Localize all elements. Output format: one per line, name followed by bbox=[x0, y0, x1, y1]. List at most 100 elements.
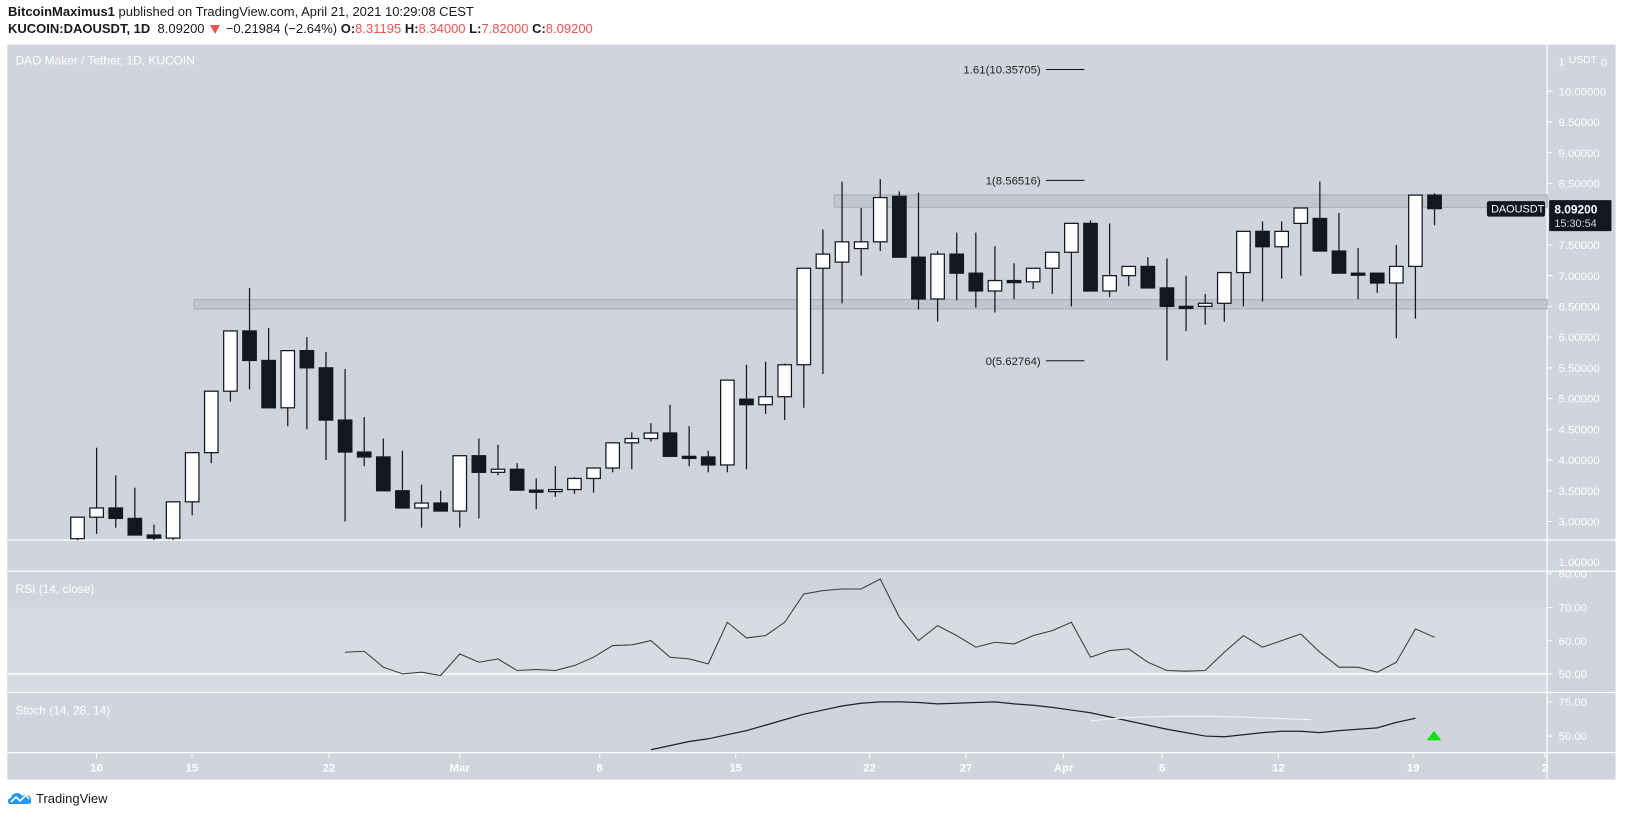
bear-candle[interactable] bbox=[146, 534, 162, 539]
bear-candle[interactable] bbox=[509, 468, 525, 491]
bull-candle[interactable] bbox=[1102, 275, 1117, 292]
bear-candle[interactable] bbox=[433, 502, 449, 512]
bear-candle[interactable] bbox=[318, 367, 334, 421]
bear-candle[interactable] bbox=[1006, 279, 1022, 284]
bull-candle[interactable] bbox=[1388, 265, 1404, 284]
bull-candle[interactable] bbox=[1064, 222, 1079, 253]
stoch-tick-label: 50.00 bbox=[1559, 731, 1588, 743]
bear-candle[interactable] bbox=[911, 256, 926, 300]
tradingview-logo[interactable]: TradingView bbox=[8, 790, 108, 806]
main-pane-legend[interactable]: DAO Maker / Tether, 1D, KUCOIN bbox=[16, 53, 195, 67]
bear-candle[interactable] bbox=[1140, 265, 1156, 289]
bull-candle[interactable] bbox=[853, 241, 869, 250]
bull-candle[interactable] bbox=[1293, 207, 1309, 225]
price-axis[interactable]: 10.00000 9.50000 9.00000 8.50000 7.50000 7.00… bbox=[1486, 55, 1612, 743]
time-tick-label: 15 bbox=[729, 762, 742, 774]
bear-candle[interactable] bbox=[299, 349, 315, 369]
bull-candle[interactable] bbox=[70, 516, 85, 540]
bull-candle[interactable] bbox=[1236, 230, 1251, 274]
bull-candle[interactable] bbox=[758, 396, 773, 406]
bear-candle[interactable] bbox=[1369, 272, 1385, 284]
rsi-tick-label: 70.00 bbox=[1559, 603, 1588, 615]
bull-candle[interactable] bbox=[223, 330, 238, 392]
bear-candle[interactable] bbox=[395, 490, 410, 509]
bull-candle[interactable] bbox=[184, 452, 200, 503]
bear-candle[interactable] bbox=[1083, 222, 1098, 292]
resistance-zone[interactable] bbox=[833, 194, 1548, 208]
bear-candle[interactable] bbox=[528, 489, 544, 493]
bull-candle[interactable] bbox=[1025, 267, 1041, 283]
bear-candle[interactable] bbox=[375, 456, 391, 492]
bear-candle[interactable] bbox=[968, 272, 984, 292]
bear-candle[interactable] bbox=[739, 398, 754, 406]
rsi-pane-legend[interactable]: RSI (14, close) bbox=[16, 582, 95, 596]
bull-candle[interactable] bbox=[1121, 265, 1137, 277]
bull-candle[interactable] bbox=[414, 502, 429, 509]
bull-candle[interactable] bbox=[452, 455, 468, 512]
bull-candle[interactable] bbox=[624, 437, 640, 444]
support-zone[interactable] bbox=[193, 299, 1548, 310]
bear-candle[interactable] bbox=[662, 432, 678, 457]
bull-candle[interactable] bbox=[203, 390, 219, 454]
bull-candle[interactable] bbox=[1274, 230, 1290, 248]
bull-candle[interactable] bbox=[1044, 251, 1060, 269]
bear-candle[interactable] bbox=[949, 253, 965, 274]
bull-candle[interactable] bbox=[777, 364, 793, 398]
bull-candle[interactable] bbox=[796, 267, 812, 366]
price-tick-label: 9.50000 bbox=[1559, 117, 1600, 129]
bull-candle[interactable] bbox=[605, 442, 621, 469]
time-tick-label: 2 bbox=[1542, 762, 1548, 774]
bear-candle[interactable] bbox=[127, 517, 143, 536]
fib-extension[interactable]: 1.61(10.35705) 1(8.56516) 0(5.62764) bbox=[963, 65, 1085, 368]
bear-candle[interactable] bbox=[1331, 250, 1347, 274]
time-tick-label: 10 bbox=[90, 762, 103, 774]
bull-candle[interactable] bbox=[815, 253, 831, 269]
bull-candle[interactable] bbox=[1408, 194, 1423, 268]
bear-candle[interactable] bbox=[700, 456, 716, 466]
bull-candle[interactable] bbox=[930, 253, 945, 300]
bull-candle[interactable] bbox=[719, 379, 735, 466]
bull-candle[interactable] bbox=[586, 467, 601, 480]
bear-candle[interactable] bbox=[1312, 217, 1328, 252]
bull-candle[interactable] bbox=[89, 507, 104, 518]
currency-label: USDT bbox=[1569, 55, 1598, 66]
bull-candle[interactable] bbox=[280, 349, 296, 409]
time-axis[interactable]: 10 15 22 Mar 8 15 22 27 Apr 6 12 19 2 bbox=[90, 752, 1548, 775]
bear-candle[interactable] bbox=[1178, 305, 1194, 310]
price-tick-label: 7.50000 bbox=[1559, 240, 1600, 252]
open-value: 8.31195 bbox=[355, 21, 402, 36]
bear-candle[interactable] bbox=[681, 455, 697, 460]
bear-candle[interactable] bbox=[1255, 230, 1270, 248]
bull-candle[interactable] bbox=[872, 196, 888, 243]
price-tick-label: 1 bbox=[1559, 56, 1565, 68]
bull-candle[interactable] bbox=[567, 477, 582, 491]
bear-candle[interactable] bbox=[892, 195, 907, 258]
bull-candle[interactable] bbox=[643, 432, 659, 440]
bull-candle[interactable] bbox=[1216, 271, 1232, 304]
bull-candle[interactable] bbox=[490, 468, 506, 473]
bear-candle[interactable] bbox=[1159, 287, 1175, 307]
bear-candle[interactable] bbox=[261, 359, 277, 409]
bull-candle[interactable] bbox=[1197, 302, 1213, 307]
time-tick-label: 22 bbox=[863, 762, 876, 774]
bear-candle[interactable] bbox=[108, 507, 124, 520]
bear-candle[interactable] bbox=[1350, 272, 1366, 276]
high-label: H: bbox=[404, 21, 419, 36]
tradingview-brand: TradingView bbox=[36, 790, 108, 806]
stoch-pane-legend[interactable]: Stoch (14, 28, 14) bbox=[16, 703, 111, 717]
bull-candle[interactable] bbox=[987, 279, 1003, 292]
bear-candle[interactable] bbox=[242, 330, 257, 362]
time-tick-label: 15 bbox=[186, 762, 199, 774]
fib-level-label: 1.61(10.35705) bbox=[963, 65, 1041, 77]
bull-candle[interactable] bbox=[547, 488, 563, 493]
bear-candle[interactable] bbox=[1427, 194, 1442, 210]
bull-candle[interactable] bbox=[834, 241, 850, 263]
bull-candle[interactable] bbox=[165, 501, 181, 539]
bear-candle[interactable] bbox=[356, 451, 372, 458]
author-name[interactable]: BitcoinMaximus1 bbox=[8, 4, 115, 19]
bear-candle[interactable] bbox=[471, 455, 487, 473]
rsi-lower-band bbox=[7, 673, 1548, 692]
bear-candle[interactable] bbox=[337, 419, 353, 453]
